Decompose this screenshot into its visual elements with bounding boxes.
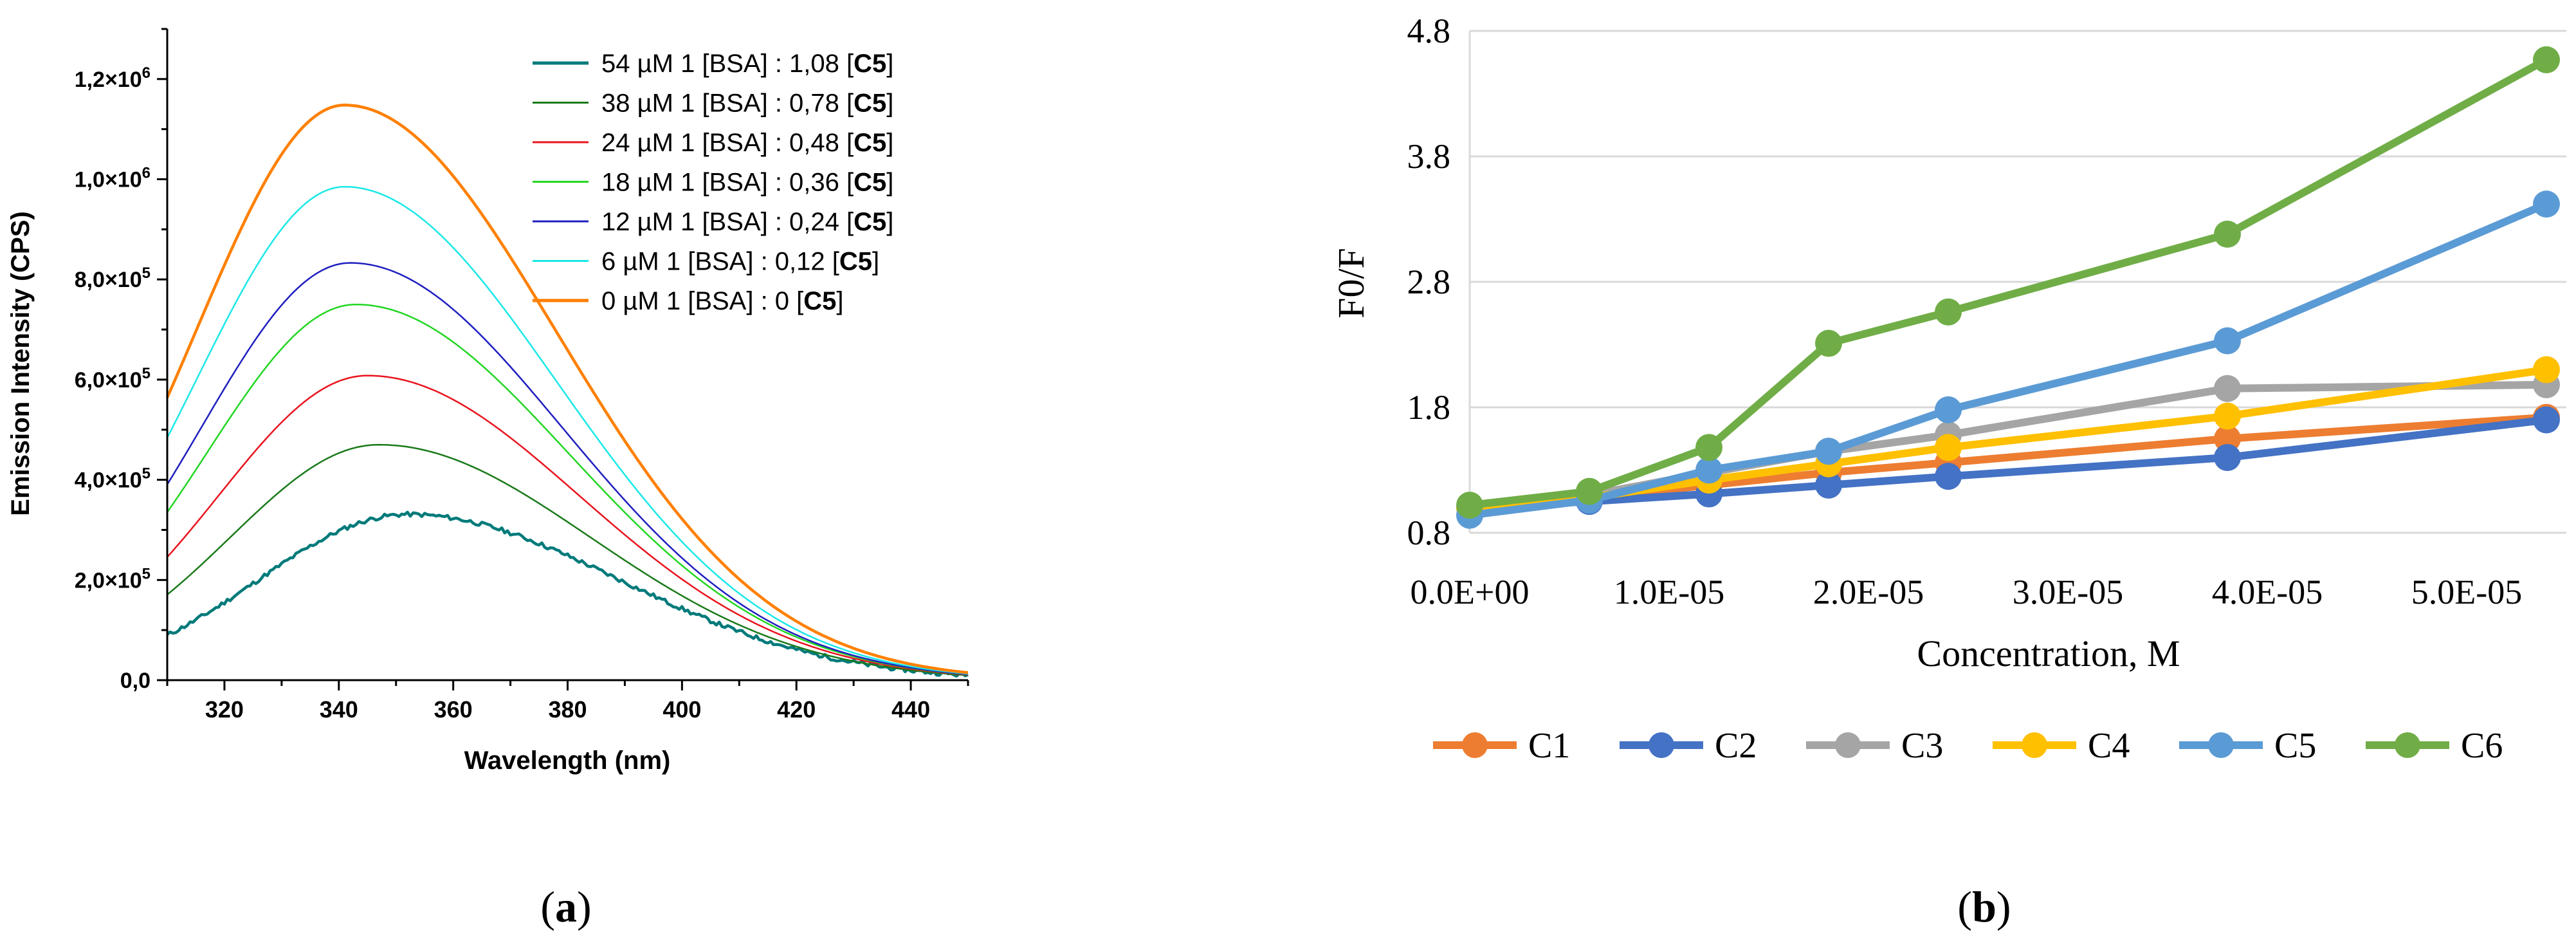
a-x-tick-label: 340 bbox=[320, 696, 358, 723]
b-data-point bbox=[1576, 477, 1603, 505]
panel-label-a: (a) bbox=[540, 882, 591, 931]
b-data-point bbox=[1695, 456, 1722, 484]
a-legend-entry: 18 µM 1 [BSA] : 0,36 [C5] bbox=[601, 169, 893, 197]
a-x-tick-label: 420 bbox=[777, 696, 816, 723]
b-data-point bbox=[1815, 438, 1842, 465]
b-y-tick-label: 1.8 bbox=[1407, 388, 1451, 427]
b-y-tick-label: 0.8 bbox=[1407, 514, 1451, 552]
b-legend-marker bbox=[2395, 732, 2420, 758]
b-legend-marker bbox=[1835, 732, 1861, 758]
b-legend-marker bbox=[2208, 732, 2234, 758]
a-series-line bbox=[166, 510, 969, 678]
b-data-point bbox=[2214, 375, 2241, 402]
a-y-axis-label: Emission Intensity (CPS) bbox=[6, 211, 35, 515]
b-data-point bbox=[2214, 425, 2241, 452]
b-data-point bbox=[2533, 190, 2560, 218]
b-data-point bbox=[1815, 329, 1842, 357]
b-data-point bbox=[1935, 463, 1962, 490]
b-legend-marker bbox=[1649, 732, 1674, 758]
a-legend-entry: 12 µM 1 [BSA] : 0,24 [C5] bbox=[601, 208, 893, 236]
a-x-tick-label: 440 bbox=[891, 696, 930, 723]
f0-f-concentration-chart: 0.0E+00 1.0E-05 2.0E-05 3.0E-05 4.0E-05 5.0E-… bbox=[1330, 12, 2566, 766]
b-gridlines bbox=[1470, 30, 2566, 534]
b-legend-entry: C1 bbox=[1528, 726, 1570, 766]
emission-spectra-chart: 320 340 360 380 400 420 440 0,0 2,0×105 4,0×105 6… bbox=[6, 28, 969, 775]
b-data-point bbox=[1935, 434, 1962, 461]
b-y-ticks: 0.8 1.8 2.8 3.8 4.8 bbox=[1407, 12, 1451, 552]
a-y-ticks: 0,0 2,0×105 4,0×105 6,0×105 8,0×105 1,0×106 1,… bbox=[75, 28, 167, 693]
b-x-ticks: 0.0E+00 1.0E-05 2.0E-05 3.0E-05 4.0E-05 5.0E-… bbox=[1411, 573, 2523, 611]
a-series-line bbox=[166, 262, 969, 676]
b-data-point bbox=[2214, 327, 2241, 355]
b-y-tick-label: 3.8 bbox=[1407, 137, 1451, 176]
a-y-tick-label: 8,0×105 bbox=[75, 264, 151, 292]
a-series-line bbox=[166, 185, 969, 675]
a-series-line bbox=[167, 443, 969, 676]
a-y-tick-label: 1,2×106 bbox=[75, 64, 151, 92]
a-legend-entry: 0 µM 1 [BSA] : 0 [C5] bbox=[601, 287, 844, 315]
a-x-tick-label: 400 bbox=[662, 696, 701, 723]
b-legend-entry: C4 bbox=[2088, 726, 2130, 766]
b-legend-marker bbox=[1462, 732, 1488, 758]
a-x-tick-label: 380 bbox=[548, 696, 587, 723]
a-x-tick-label: 360 bbox=[434, 696, 473, 723]
b-data-point bbox=[2533, 356, 2560, 384]
a-legend-entry: 24 µM 1 [BSA] : 0,48 [C5] bbox=[601, 129, 893, 157]
b-x-axis-label: Concentration, M bbox=[1917, 633, 2180, 674]
b-data-point bbox=[1935, 396, 1962, 423]
b-x-tick-label: 5.0E-05 bbox=[2411, 573, 2522, 611]
b-legend-entry: C3 bbox=[1901, 726, 1943, 766]
b-data-point bbox=[2214, 402, 2241, 430]
b-data-point bbox=[2214, 444, 2241, 471]
b-data-point bbox=[1695, 434, 1722, 461]
b-data-point bbox=[2214, 220, 2241, 248]
b-legend-entry: C6 bbox=[2461, 726, 2503, 766]
b-x-tick-label: 1.0E-05 bbox=[1614, 573, 1724, 611]
a-legend-entry: 54 µM 1 [BSA] : 1,08 [C5] bbox=[601, 50, 893, 78]
b-y-axis-label: F0/F bbox=[1330, 248, 1372, 319]
a-plot-area bbox=[165, 104, 969, 678]
a-x-tick-label: 320 bbox=[205, 696, 244, 723]
b-legend-entry: C2 bbox=[1715, 726, 1757, 766]
b-x-tick-label: 3.0E-05 bbox=[2013, 573, 2123, 611]
b-data-point bbox=[1935, 298, 1962, 326]
b-data-point bbox=[2533, 406, 2560, 434]
a-legend: 54 µM 1 [BSA] : 1,08 [C5] 38 µM 1 [BSA] :… bbox=[533, 50, 893, 315]
b-legend-marker bbox=[2022, 732, 2047, 758]
b-y-tick-label: 2.8 bbox=[1407, 263, 1451, 301]
a-x-axis-label: Wavelength (nm) bbox=[464, 746, 671, 775]
b-x-tick-label: 2.0E-05 bbox=[1813, 573, 1924, 611]
a-y-tick-label: 0,0 bbox=[120, 669, 151, 693]
a-y-tick-label: 1,0×106 bbox=[75, 165, 151, 192]
panel-label-b: (b) bbox=[1957, 882, 2011, 931]
a-legend-entry: 6 µM 1 [BSA] : 0,12 [C5] bbox=[601, 248, 879, 276]
a-y-tick-label: 2,0×105 bbox=[75, 565, 151, 593]
b-data-point bbox=[1815, 471, 1842, 499]
b-data-point bbox=[2533, 46, 2560, 73]
b-plot-area bbox=[1456, 46, 2560, 529]
a-series-line bbox=[165, 104, 969, 674]
b-legend: C1 C2 C3 C4 C5 C6 bbox=[1433, 726, 2503, 766]
b-y-tick-label: 4.8 bbox=[1407, 12, 1451, 50]
a-x-ticks: 320 340 360 380 400 420 440 bbox=[166, 680, 969, 723]
b-legend-entry: C5 bbox=[2274, 726, 2316, 766]
a-series-line bbox=[167, 375, 969, 676]
b-data-point bbox=[1456, 492, 1483, 519]
b-x-tick-label: 0.0E+00 bbox=[1411, 573, 1530, 611]
a-y-tick-label: 6,0×105 bbox=[75, 365, 151, 393]
a-legend-entry: 38 µM 1 [BSA] : 0,78 [C5] bbox=[601, 89, 893, 118]
a-series-line bbox=[166, 303, 969, 676]
b-x-tick-label: 4.0E-05 bbox=[2212, 573, 2323, 611]
a-y-tick-label: 4,0×105 bbox=[75, 465, 151, 493]
